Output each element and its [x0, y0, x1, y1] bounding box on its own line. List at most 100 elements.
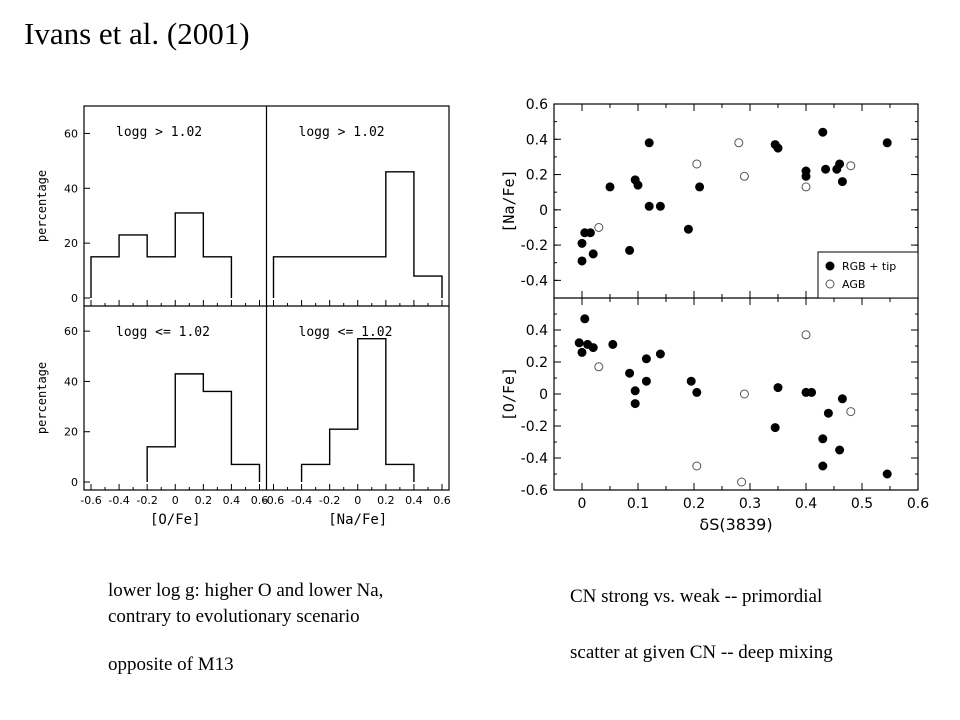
rgb-point [625, 368, 635, 378]
x-tick-label: 0 [354, 494, 361, 507]
histogram-bars [146, 373, 261, 482]
rgb-point [630, 386, 640, 396]
x-tick-label: 0.2 [195, 494, 213, 507]
agb-point [801, 182, 811, 192]
y-axis-label: percentage [35, 170, 49, 242]
x-tick-label: 0.6 [907, 496, 929, 512]
rgb-point [770, 423, 780, 433]
rgb-point [577, 238, 587, 248]
legend-marker-agb [825, 279, 835, 289]
rgb-point [837, 177, 847, 187]
y-tick-label: -0.6 [521, 483, 548, 499]
x-tick-label: 0.6 [433, 494, 451, 507]
caption-right-line: scatter at given CN -- deep mixing [570, 642, 833, 663]
caption-right: CN strong vs. weak -- primordial scatter… [570, 584, 940, 666]
rgb-point [588, 343, 598, 353]
histogram-bars [300, 337, 415, 482]
legend-label: AGB [842, 278, 865, 291]
y-tick-label: 0.4 [526, 132, 548, 148]
rgb-point [835, 445, 845, 455]
x-tick-label: 0 [172, 494, 179, 507]
caption-spacer [570, 610, 940, 640]
rgb-point [823, 408, 833, 418]
rgb-point [641, 354, 651, 364]
caption-left-line: opposite of M13 [108, 654, 234, 675]
rgb-point [588, 249, 598, 259]
rgb-point [882, 138, 892, 148]
rgb-point [837, 394, 847, 404]
agb-point [846, 161, 856, 171]
rgb-point [773, 143, 783, 153]
rgb-point [818, 127, 828, 137]
legend-marker-rgb [825, 261, 835, 271]
x-tick-label: 0 [578, 496, 587, 512]
agb-point [594, 362, 604, 372]
y-tick-label: 0 [539, 387, 548, 403]
x-tick-label: -0.4 [291, 494, 312, 507]
y-tick-label: -0.4 [521, 451, 548, 467]
scatter-svg: -0.4 -0.2 0 0.2 0.4 0.6 [Na/Fe] RGB + tip AGB -0.… [500, 97, 929, 534]
y-tick-label: 0 [71, 292, 78, 305]
rgb-point [633, 180, 643, 190]
rgb-point [773, 383, 783, 393]
rgb-point [835, 159, 845, 169]
rgb-point [686, 376, 696, 386]
agb-point [801, 330, 811, 340]
rgb-point [608, 339, 618, 349]
rgb-point [580, 314, 590, 324]
y-tick-label: 60 [64, 127, 78, 140]
rgb-point [585, 228, 595, 238]
x-tick-label: -0.2 [136, 494, 157, 507]
rgb-point [577, 256, 587, 266]
x-axis-label: δS(3839) [699, 515, 772, 534]
caption-left-line: contrary to evolutionary scenario [108, 606, 360, 627]
rgb-point [807, 387, 817, 397]
y-tick-label: -0.4 [521, 273, 548, 289]
x-tick-label: 0.5 [851, 496, 873, 512]
rgb-point [801, 171, 811, 181]
histogram-figure: 0 20 40 60 percentage logg > 1.02 logg > 1.02 0… [22, 96, 470, 536]
slide-title: Ivans et al. (2001) [24, 16, 250, 51]
panel-label: logg <= 1.02 [116, 325, 210, 340]
x-tick-label: 0.2 [377, 494, 395, 507]
histogram-bars [90, 212, 233, 298]
x-axis-label: [Na/Fe] [328, 512, 387, 528]
panel-label: logg > 1.02 [299, 125, 385, 140]
y-axis-label: [O/Fe] [500, 367, 518, 421]
y-tick-label: 20 [64, 426, 78, 439]
rgb-point [644, 201, 654, 211]
x-tick-label: -0.6 [263, 494, 284, 507]
x-tick-label: 0.3 [739, 496, 761, 512]
rgb-point [655, 201, 665, 211]
caption-left-line: lower log g: higher O and lower Na, [108, 580, 384, 601]
rgb-point [574, 338, 584, 348]
x-tick-label: -0.4 [108, 494, 129, 507]
caption-spacer [108, 630, 488, 652]
x-tick-label: -0.2 [319, 494, 340, 507]
y-tick-label: -0.2 [521, 419, 548, 435]
agb-point [594, 222, 604, 232]
agb-point [739, 389, 749, 399]
y-tick-label: -0.2 [521, 238, 548, 254]
rgb-point [630, 399, 640, 409]
rgb-point [655, 349, 665, 359]
x-tick-label: 0.2 [683, 496, 705, 512]
y-tick-label: 40 [64, 182, 78, 195]
rgb-point [644, 138, 654, 148]
y-tick-label: 0.4 [526, 323, 548, 339]
y-axis-label: percentage [35, 362, 49, 434]
rgb-point [695, 182, 705, 192]
y-tick-label: 0.2 [526, 355, 548, 371]
y-tick-label: 40 [64, 375, 78, 388]
agb-point [737, 477, 747, 487]
x-tick-label: 0.4 [223, 494, 241, 507]
rgb-point [818, 434, 828, 444]
y-tick-label: 0.2 [526, 168, 548, 184]
rgb-point [641, 376, 651, 386]
rgb-point [625, 245, 635, 255]
histogram-bars [272, 171, 443, 298]
y-tick-label: 0 [71, 476, 78, 489]
scatter-figure: -0.4 -0.2 0 0.2 0.4 0.6 [Na/Fe] RGB + tip AGB -0.… [494, 97, 940, 548]
caption-left: lower log g: higher O and lower Na, cont… [108, 578, 488, 678]
y-tick-label: 0.6 [526, 98, 548, 113]
